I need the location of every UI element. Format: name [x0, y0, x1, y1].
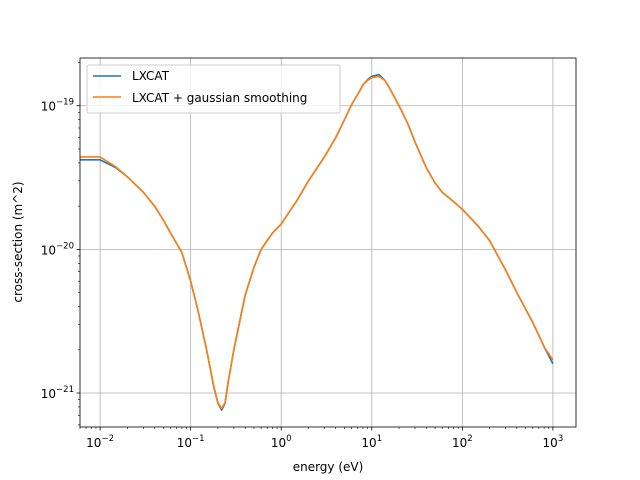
- legend-label-lxcat: LXCAT: [132, 69, 170, 83]
- x-axis: 10−2 10−1 100 101 102 103: [79, 427, 564, 450]
- series-layer: [80, 73, 554, 411]
- legend-label-lxcat-gaussian: LXCAT + gaussian smoothing: [132, 91, 307, 105]
- x-tick-label: 100: [271, 434, 292, 450]
- x-tick-label: 10−2: [86, 434, 114, 450]
- y-tick-label: 10−21: [41, 385, 74, 401]
- y-axis-label: cross-section (m^2): [11, 181, 25, 302]
- plot-frame: [79, 57, 577, 428]
- legend-box: [86, 64, 341, 114]
- y-tick-label: 10−19: [41, 98, 74, 114]
- y-axis: 10−21 10−20 10−19: [41, 62, 80, 426]
- legend: LXCAT LXCAT + gaussian smoothing: [86, 64, 341, 114]
- y-tick-label: 10−20: [41, 241, 74, 257]
- x-axis-label: energy (eV): [293, 460, 364, 474]
- x-tick-label: 10−1: [177, 434, 205, 450]
- x-tick-label: 102: [452, 434, 473, 450]
- x-tick-label: 103: [543, 434, 564, 450]
- x-tick-label: 101: [361, 434, 382, 450]
- series-line-lxcat-gaussian: [80, 75, 554, 410]
